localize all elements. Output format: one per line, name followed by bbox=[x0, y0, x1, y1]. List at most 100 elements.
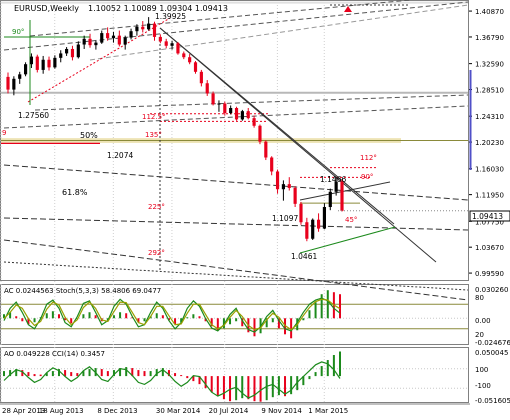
candle-body bbox=[193, 62, 198, 72]
price-tick-label: 1.11950 bbox=[475, 192, 504, 200]
price-tick-label: 1.07750 bbox=[475, 218, 504, 226]
price-tick-label: 1.36790 bbox=[475, 34, 504, 42]
candle-body bbox=[170, 43, 174, 46]
candle-body bbox=[141, 26, 145, 30]
candle-body bbox=[111, 35, 116, 39]
candle-body bbox=[188, 57, 192, 63]
candle-body bbox=[147, 23, 151, 30]
label-angle-90b: 90° bbox=[361, 173, 373, 181]
candles-layer bbox=[6, 17, 469, 242]
candle-body bbox=[12, 78, 16, 90]
trendline bbox=[3, 164, 469, 201]
candle-body bbox=[287, 184, 291, 188]
candle-body bbox=[135, 26, 139, 32]
candle-body bbox=[6, 76, 10, 90]
label-1109: 1.1097 bbox=[272, 214, 298, 223]
ao-axis-label: -0.051605 bbox=[475, 397, 510, 405]
time-tick-label: 30 Mar 2014 bbox=[156, 407, 201, 415]
ac-stoch-title: AC 0.0244563 Stoch(5,3,3) 58.4806 69.047… bbox=[4, 287, 161, 295]
ac-axis-label: 0.00 bbox=[475, 317, 491, 325]
ao-cci-title: AO 0.049228 CCI(14) 0.3457 bbox=[4, 350, 105, 358]
candle-body bbox=[234, 107, 239, 120]
ac-axis-label: 80 bbox=[475, 294, 484, 302]
fibonacci-layer bbox=[1, 1, 468, 204]
ao-axis-label: 100 bbox=[475, 366, 488, 374]
chart-symbol-title: EURUSD,Weekly bbox=[14, 4, 79, 13]
candle-body bbox=[123, 37, 127, 45]
ac-axis-label: -0.024676 bbox=[475, 339, 510, 347]
price-tick-label: 1.20230 bbox=[475, 139, 504, 147]
candle-body bbox=[23, 64, 28, 75]
candle-body bbox=[252, 118, 256, 126]
ao-cci-panel bbox=[0, 347, 469, 403]
candle-body bbox=[264, 141, 268, 158]
trendline-layer bbox=[3, 0, 469, 301]
candle-body bbox=[316, 219, 321, 229]
price-tick-label: 1.03670 bbox=[475, 244, 504, 252]
trendline bbox=[27, 17, 171, 103]
candle-body bbox=[152, 23, 157, 37]
candle-body bbox=[29, 56, 34, 65]
current-price-label: 1.09413 bbox=[472, 212, 503, 221]
price-tick-label: 1.16030 bbox=[475, 166, 504, 174]
time-tick-label: 1 Mar 2015 bbox=[308, 407, 348, 415]
label-angle-112-5: 112.5° bbox=[142, 113, 166, 121]
label-swing-low: 1.27560 bbox=[18, 111, 49, 120]
label-1146: 1.1466 bbox=[320, 175, 346, 184]
candle-body bbox=[217, 103, 221, 105]
label-angle-45: 45° bbox=[345, 216, 357, 224]
candle-body bbox=[53, 57, 57, 68]
candle-body bbox=[18, 74, 22, 79]
price-tick-label: 0.99590 bbox=[475, 270, 504, 278]
candle-body bbox=[41, 59, 45, 70]
candle-body bbox=[117, 35, 121, 45]
candle-body bbox=[205, 83, 209, 94]
candle-body bbox=[94, 42, 98, 46]
price-tick-label: 1.40870 bbox=[475, 8, 504, 16]
candle-body bbox=[47, 59, 51, 68]
trendline bbox=[299, 226, 396, 254]
candle-body bbox=[70, 48, 75, 58]
candle-body bbox=[211, 93, 215, 105]
candle-body bbox=[82, 38, 86, 45]
current-price-box bbox=[469, 210, 510, 222]
stoch-series-line bbox=[3, 298, 341, 331]
candle-body bbox=[129, 31, 133, 38]
ao-axis-label: -100 bbox=[475, 382, 491, 390]
label-fib-618: 61.8% bbox=[62, 188, 88, 197]
time-tick-label: 20 Jul 2014 bbox=[209, 407, 249, 415]
ac-axis-label: 0.030260 bbox=[475, 286, 508, 294]
trendline bbox=[3, 261, 469, 291]
label-angle-90-top: 90° bbox=[12, 28, 24, 36]
label-angle-225: 225° bbox=[148, 203, 165, 211]
candle-body bbox=[223, 103, 227, 114]
candle-body bbox=[59, 53, 63, 58]
price-tick-label: 1.28510 bbox=[475, 87, 504, 95]
candle-body bbox=[328, 191, 332, 208]
label-angle-135: 135° bbox=[145, 131, 162, 139]
candle-body bbox=[88, 38, 92, 46]
candle-body bbox=[199, 71, 203, 84]
candle-body bbox=[229, 107, 233, 114]
candle-body bbox=[293, 187, 297, 204]
label-1046: 1.0461 bbox=[291, 252, 317, 261]
ao-axis-label: 0.050045 bbox=[475, 349, 508, 357]
candle-body bbox=[100, 33, 104, 43]
time-tick-label: 8 Dec 2013 bbox=[97, 407, 137, 415]
grid-layer bbox=[0, 2, 325, 403]
candle-body bbox=[76, 44, 80, 58]
label-high: 1.39925 bbox=[155, 12, 186, 21]
ac-axis-label: 20 bbox=[475, 331, 484, 339]
label-fib-50: 50% bbox=[80, 131, 98, 140]
label-angle-112: 112° bbox=[360, 154, 377, 162]
trendline bbox=[3, 1, 469, 51]
candle-body bbox=[305, 222, 309, 239]
time-tick-label: 28 Apr 2013 bbox=[2, 407, 45, 415]
up-arrow-icon bbox=[344, 6, 352, 12]
label-1207: 1.2074 bbox=[107, 151, 133, 160]
candle-body bbox=[258, 125, 262, 142]
candle-body bbox=[322, 207, 327, 229]
price-tick-label: 1.32590 bbox=[475, 61, 504, 69]
